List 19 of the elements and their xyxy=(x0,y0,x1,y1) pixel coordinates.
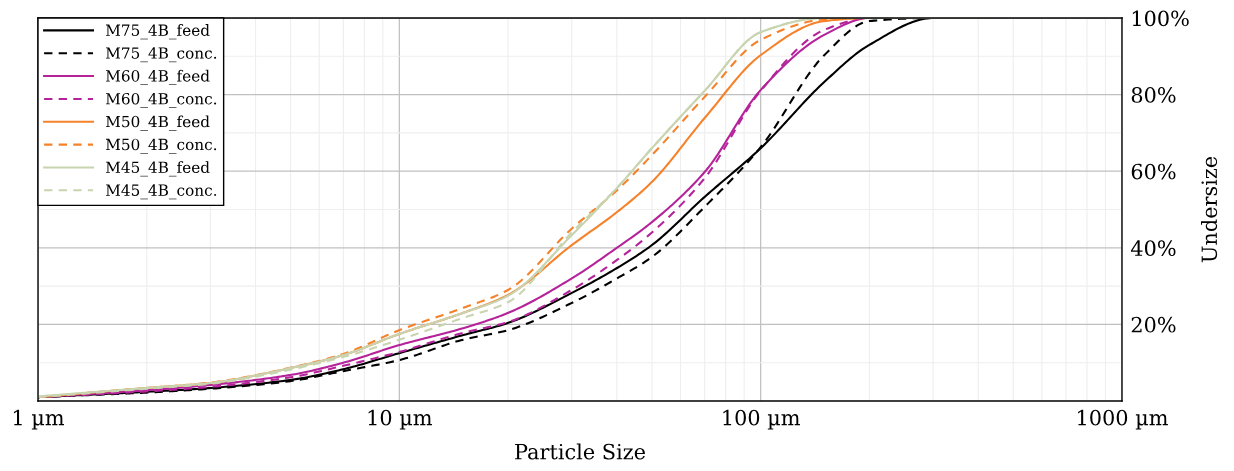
legend-label: M60_4B_feed xyxy=(105,69,210,86)
x-tick-label: 100 µm xyxy=(723,409,800,430)
legend-label: M60_4B_conc. xyxy=(105,92,217,108)
y-tick-label: 60% xyxy=(1131,163,1176,180)
x-axis-title: Particle Size xyxy=(515,443,645,460)
x-tick-label: 1 µm xyxy=(13,409,65,430)
y-tick-label: 20% xyxy=(1131,316,1176,333)
y-tick-label: 40% xyxy=(1130,240,1176,257)
y-tick-label: 80% xyxy=(1131,87,1176,103)
legend-label: M45_4B_feed xyxy=(105,161,210,177)
x-tick-label: 1000 µm xyxy=(1078,409,1168,430)
legend-label: M50_4B_feed xyxy=(105,115,210,131)
legend-label: M75_4B_conc. xyxy=(105,47,217,63)
y-tick-label: 100% xyxy=(1132,10,1189,27)
legend-label: M50_4B_conc. xyxy=(105,138,217,154)
legend-label: M45_4B_conc. xyxy=(105,184,217,200)
legend-label: M75_4B_feed xyxy=(105,24,210,40)
x-tick-label: 10 µm xyxy=(368,409,432,430)
y-axis-title: Undersize xyxy=(1201,156,1218,263)
